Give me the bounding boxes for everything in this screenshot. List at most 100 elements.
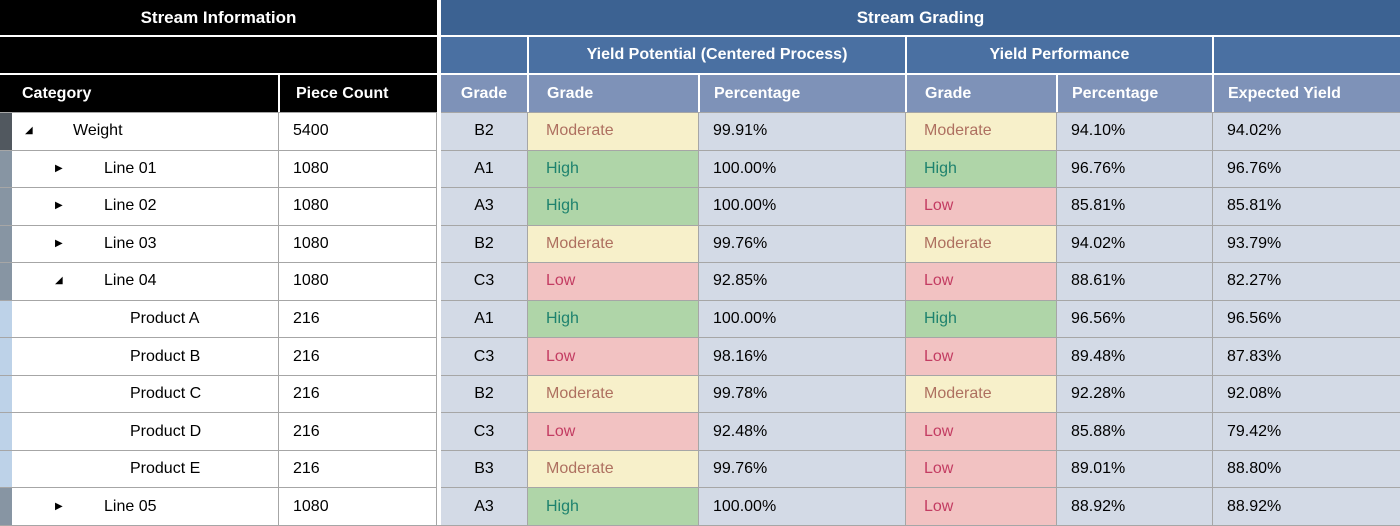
grade-code-cell: A1	[441, 300, 527, 338]
expand-toggle-icon[interactable]: ▶	[55, 237, 63, 249]
stream-category-row[interactable]: ◢ Line 04 1080	[0, 262, 437, 300]
expand-toggle-icon[interactable]: ▶	[55, 162, 63, 174]
row-level-indicator	[0, 338, 12, 375]
piece-count-cell: 5400	[278, 113, 437, 150]
grading-group-header-row: Yield Potential (Centered Process) Yield…	[441, 37, 1400, 75]
category-cell: Product A	[12, 301, 278, 338]
yield-potential-percentage-cell: 99.78%	[698, 375, 905, 413]
yield-performance-percentage-cell: 85.88%	[1056, 413, 1212, 450]
grading-row: B3 Moderate 99.76% Low 89.01% 88.80%	[441, 449, 1400, 488]
expand-toggle-icon[interactable]: ◢	[25, 125, 33, 137]
stream-information-table: Stream Information Category Piece Count …	[0, 0, 437, 526]
piece-count-cell: 1080	[278, 263, 437, 300]
expand-toggle-icon[interactable]: ◢	[55, 275, 63, 287]
yield-performance-grade-cell: Low	[905, 338, 1056, 375]
category-cell: ▶ Line 03	[12, 226, 278, 263]
yield-performance-grade-header: Grade	[905, 75, 1056, 112]
grading-row: B2 Moderate 99.76% Moderate 94.02% 93.79…	[441, 224, 1400, 263]
category-cell: ◢ Weight	[12, 113, 278, 150]
row-level-indicator	[0, 188, 12, 225]
yield-potential-grade-header: Grade	[527, 75, 698, 112]
yield-performance-percentage-cell: 94.02%	[1056, 225, 1212, 263]
category-cell: Product D	[12, 413, 278, 450]
yield-potential-grade-cell: High	[527, 300, 698, 338]
yield-performance-grade-cell: Moderate	[905, 375, 1056, 413]
grading-table-body: B2 Moderate 99.91% Moderate 94.10% 94.02…	[441, 112, 1400, 526]
expected-yield-cell: 92.08%	[1212, 375, 1400, 413]
grading-row: C3 Low 92.48% Low 85.88% 79.42%	[441, 412, 1400, 450]
expected-yield-column-header: Expected Yield	[1212, 75, 1400, 112]
grade-group-spacer	[441, 37, 527, 73]
yield-potential-grade-cell: Moderate	[527, 375, 698, 413]
yield-potential-group-header: Yield Potential (Centered Process)	[527, 37, 905, 73]
stream-category-row: Product A 216	[0, 299, 437, 338]
yield-performance-grade-cell: Low	[905, 413, 1056, 450]
left-column-header-row: Category Piece Count	[0, 75, 437, 112]
grading-row: A1 High 100.00% High 96.56% 96.56%	[441, 299, 1400, 338]
yield-performance-percentage-header: Percentage	[1056, 75, 1212, 112]
grading-column-header-row: Grade Grade Percentage Grade Percentage …	[441, 75, 1400, 112]
grade-code-cell: B2	[441, 113, 527, 150]
grading-row: B2 Moderate 99.91% Moderate 94.10% 94.02…	[441, 112, 1400, 150]
yield-potential-grade-cell: High	[527, 188, 698, 225]
row-level-indicator	[0, 300, 12, 338]
grade-code-cell: B2	[441, 375, 527, 413]
stream-category-row[interactable]: ▶ Line 05 1080	[0, 487, 437, 526]
yield-potential-grade-cell: Moderate	[527, 450, 698, 488]
stream-category-row: Product D 216	[0, 412, 437, 450]
yield-potential-grade-cell: High	[527, 150, 698, 188]
yield-potential-percentage-cell: 92.48%	[698, 413, 905, 450]
yield-performance-grade-cell: Low	[905, 488, 1056, 526]
grading-row: C3 Low 98.16% Low 89.48% 87.83%	[441, 337, 1400, 375]
piece-count-cell: 1080	[278, 225, 437, 263]
grade-code-cell: A1	[441, 150, 527, 188]
yield-performance-percentage-cell: 89.48%	[1056, 338, 1212, 375]
category-column-header: Category	[22, 84, 92, 102]
category-label: Product B	[130, 347, 201, 365]
stream-grading-table: Stream Grading Yield Potential (Centered…	[441, 0, 1400, 526]
piece-count-cell: 1080	[278, 188, 437, 225]
expand-toggle-icon[interactable]: ▶	[55, 500, 63, 512]
category-label: Product D	[130, 422, 202, 440]
expected-yield-cell: 88.92%	[1212, 488, 1400, 526]
stream-category-row[interactable]: ▶ Line 03 1080	[0, 224, 437, 263]
yield-performance-percentage-cell: 96.56%	[1056, 300, 1212, 338]
category-label: Line 05	[104, 497, 157, 515]
category-cell: Product B	[12, 338, 278, 375]
piece-count-cell: 216	[278, 300, 437, 338]
stream-category-row[interactable]: ▶ Line 02 1080	[0, 187, 437, 225]
stream-category-row[interactable]: ◢ Weight 5400	[0, 112, 437, 150]
category-label: Line 04	[104, 272, 157, 290]
grading-row: B2 Moderate 99.78% Moderate 92.28% 92.08…	[441, 374, 1400, 413]
row-level-indicator	[0, 413, 12, 450]
row-level-indicator	[0, 375, 12, 413]
yield-performance-percentage-cell: 89.01%	[1056, 450, 1212, 488]
category-label: Product A	[130, 310, 200, 327]
category-cell: ▶ Line 02	[12, 188, 278, 225]
piece-count-cell: 216	[278, 375, 437, 413]
yield-performance-grade-cell: Moderate	[905, 113, 1056, 150]
category-cell: Product C	[12, 376, 278, 413]
grade-code-cell: A3	[441, 488, 527, 526]
yield-performance-percentage-cell: 85.81%	[1056, 188, 1212, 225]
yield-performance-grade-cell: Low	[905, 188, 1056, 225]
piece-count-cell: 1080	[278, 150, 437, 188]
yield-performance-percentage-cell: 88.92%	[1056, 488, 1212, 526]
yield-potential-grade-cell: Moderate	[527, 113, 698, 150]
category-label: Product C	[130, 385, 202, 403]
expand-toggle-icon[interactable]: ▶	[55, 200, 63, 212]
row-level-indicator	[0, 225, 12, 263]
piece-count-cell: 216	[278, 338, 437, 375]
expected-yield-cell: 93.79%	[1212, 225, 1400, 263]
row-level-indicator	[0, 450, 12, 488]
yield-potential-percentage-cell: 100.00%	[698, 188, 905, 225]
piece-count-column-header: Piece Count	[278, 75, 437, 112]
yield-potential-percentage-cell: 100.00%	[698, 300, 905, 338]
yield-potential-grade-cell: Moderate	[527, 225, 698, 263]
expected-yield-cell: 82.27%	[1212, 263, 1400, 300]
category-label: Product E	[130, 460, 201, 478]
expected-yield-cell: 87.83%	[1212, 338, 1400, 375]
stream-category-row[interactable]: ▶ Line 01 1080	[0, 149, 437, 188]
category-label: Line 01	[104, 159, 157, 177]
yield-potential-grade-cell: Low	[527, 338, 698, 375]
